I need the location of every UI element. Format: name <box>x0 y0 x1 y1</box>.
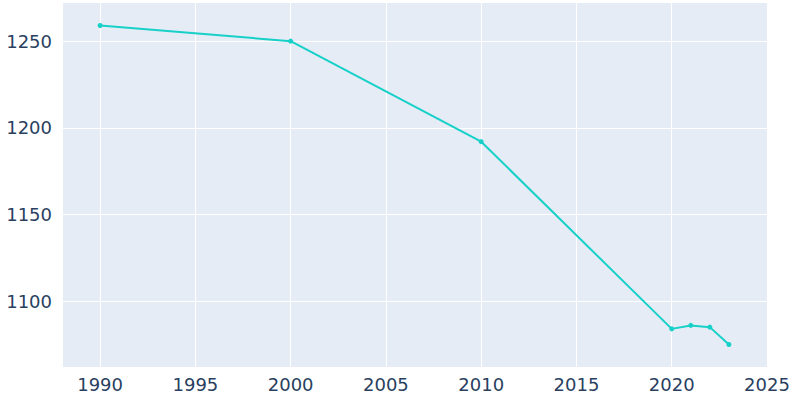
svg-text:1200: 1200 <box>6 117 52 138</box>
svg-text:1150: 1150 <box>6 204 52 225</box>
svg-text:2020: 2020 <box>649 374 695 395</box>
svg-text:1250: 1250 <box>6 31 52 52</box>
svg-text:2010: 2010 <box>458 374 504 395</box>
svg-text:2015: 2015 <box>554 374 600 395</box>
svg-text:2025: 2025 <box>744 374 790 395</box>
svg-text:2000: 2000 <box>268 374 314 395</box>
svg-text:1990: 1990 <box>77 374 123 395</box>
svg-text:1995: 1995 <box>172 374 218 395</box>
svg-text:2005: 2005 <box>363 374 409 395</box>
svg-text:1100: 1100 <box>6 291 52 312</box>
